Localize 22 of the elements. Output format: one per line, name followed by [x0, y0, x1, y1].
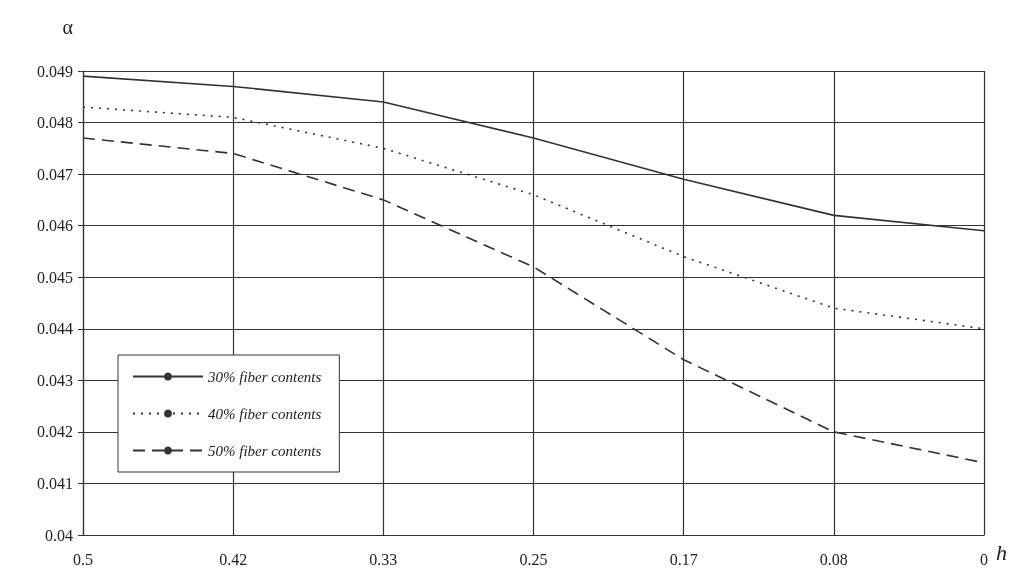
x-tick-label: 0	[980, 550, 988, 568]
x-axis-title: h	[996, 539, 1007, 565]
y-tick-label: 0.041	[37, 474, 73, 492]
legend-label: 30% fiber contents	[207, 368, 322, 385]
x-tick-label: 0.08	[819, 550, 848, 568]
y-tick-label: 0.049	[37, 62, 73, 80]
x-tick-label: 0.5	[73, 550, 93, 568]
y-tick-label: 0.043	[37, 371, 73, 389]
y-tick-label: 0.044	[37, 320, 73, 338]
y-tick-label: 0.047	[37, 165, 73, 183]
x-tick-label: 0.42	[219, 550, 248, 568]
y-tick-label: 0.042	[37, 423, 73, 441]
y-tick-label: 0.046	[37, 217, 73, 235]
y-tick-label: 0.04	[45, 526, 73, 544]
x-tick-label: 0.33	[369, 550, 398, 568]
x-tick-label: 0.17	[669, 550, 698, 568]
y-tick-label: 0.048	[37, 114, 73, 132]
legend-label: 50% fiber contents	[208, 442, 322, 459]
x-tick-label: 0.25	[519, 550, 548, 568]
y-tick-label: 0.045	[37, 268, 73, 286]
legend-label: 40% fiber contents	[208, 405, 322, 422]
y-axis-title: α	[62, 16, 74, 38]
